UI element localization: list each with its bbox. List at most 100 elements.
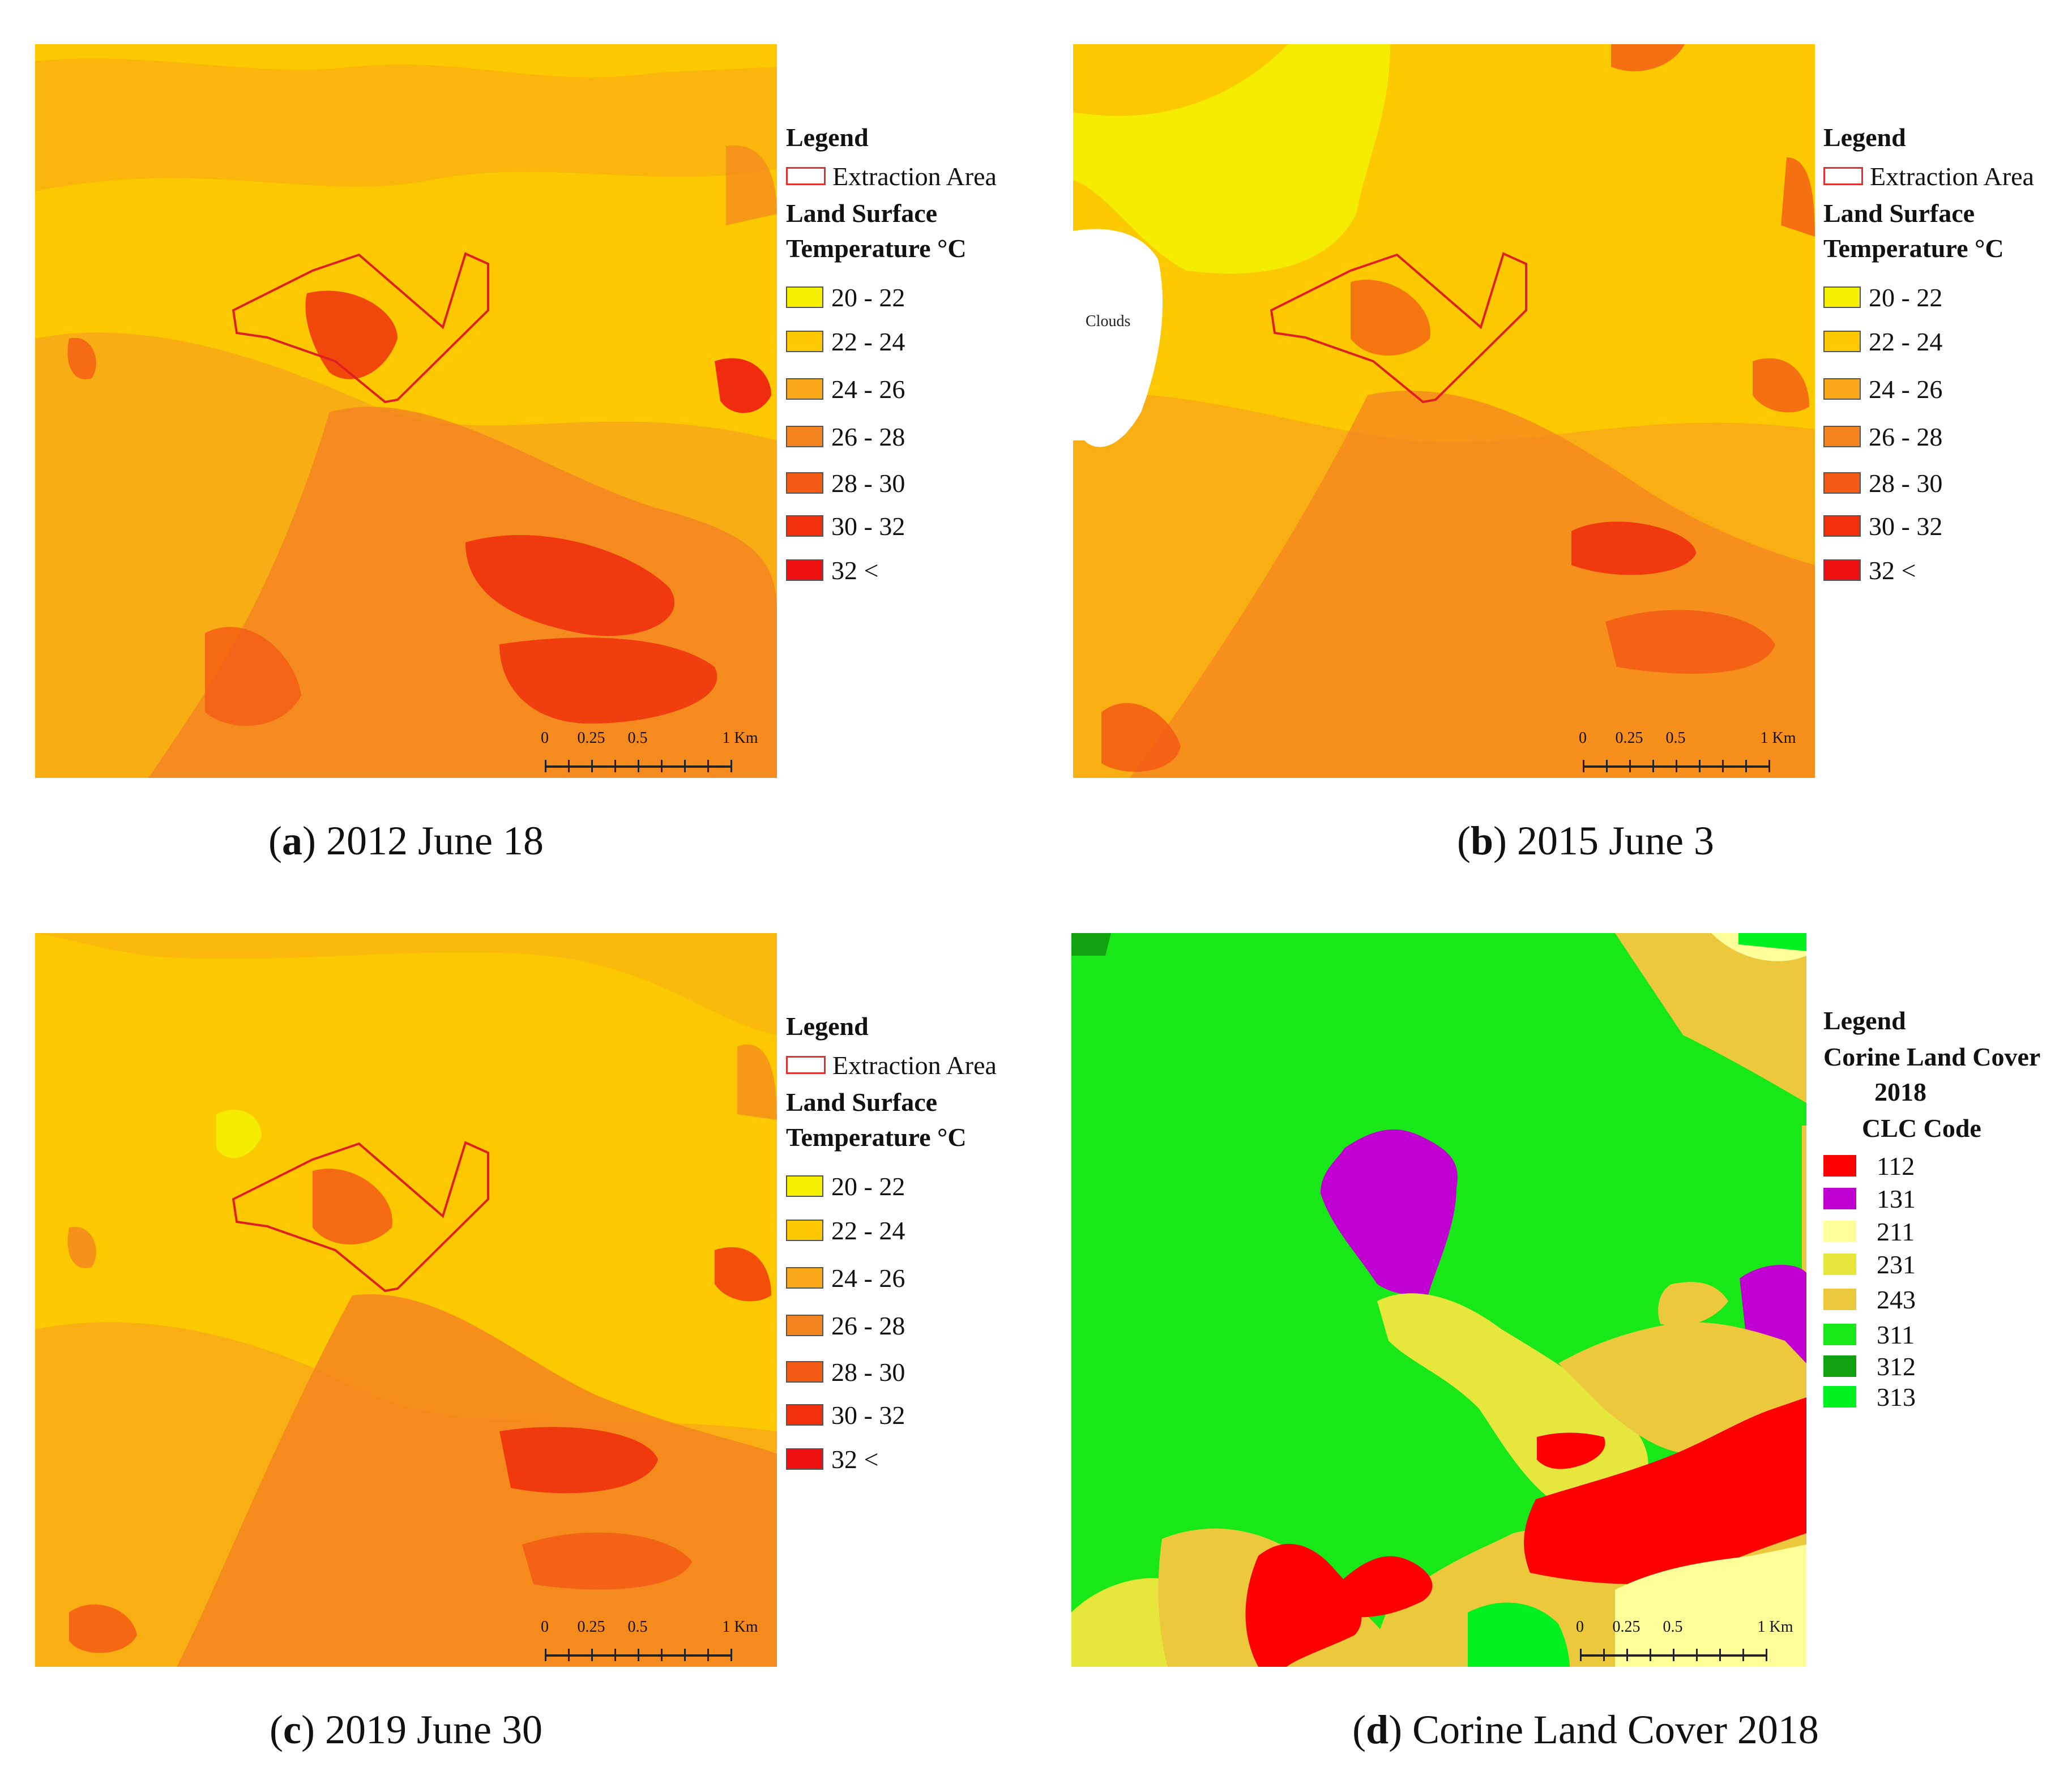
legend-swatch: [786, 426, 823, 447]
scale-tick-label: 0.25: [1615, 729, 1643, 747]
legend-class: 112: [1823, 1151, 1915, 1180]
scale-tick-label: 0: [541, 729, 549, 747]
legend-class: 22 - 24: [786, 327, 905, 356]
legend-swatch: [1823, 378, 1861, 400]
legend-extraction-area: Extraction Area: [1823, 161, 2034, 191]
legend-class: 243: [1823, 1285, 1916, 1314]
legend-class: 32 <: [786, 556, 878, 585]
caption-letter: a: [282, 818, 302, 863]
legend-swatch: [786, 1315, 823, 1336]
legend-class-label: 24 - 26: [831, 374, 905, 404]
legend-class-label: 30 - 32: [1869, 511, 1943, 541]
legend-class-label: 243: [1877, 1285, 1916, 1314]
caption-text: Corine Land Cover 2018: [1412, 1707, 1819, 1752]
legend-title: Legend: [786, 1012, 869, 1041]
legend-class-label: 30 - 32: [831, 1400, 905, 1430]
lst-map-2019: 0 0.25 0.5 1 Km: [35, 933, 777, 1667]
legend-class-label: 28 - 30: [831, 1357, 905, 1387]
scale-bar: 0 0.25 0.5 1 Km: [541, 1618, 758, 1667]
legend-swatch: [1823, 286, 1861, 308]
legend-swatch: [1823, 331, 1861, 352]
scale-tick-label: 1 Km: [722, 729, 758, 747]
legend-lst-2015: Legend Extraction Area Land Surface Temp…: [1823, 120, 2061, 596]
legend-class-label: 211: [1877, 1217, 1915, 1246]
legend-subtitle: Temperature °C: [786, 234, 967, 263]
extraction-area-swatch: [786, 1056, 826, 1074]
legend-class: 311: [1823, 1320, 1915, 1349]
lst-map-2012: 0 0.25 0.5 1 Km: [35, 44, 777, 778]
legend-class: 312: [1823, 1352, 1916, 1381]
legend-class-label: 22 - 24: [1869, 327, 1943, 356]
extraction-area-outline: [232, 252, 489, 404]
scale-tick-label: 0.25: [577, 1618, 605, 1636]
panel-caption-a: (a) 2012 June 18: [268, 818, 544, 863]
legend-class-label: 30 - 32: [831, 511, 905, 541]
legend-class: 24 - 26: [786, 1264, 905, 1293]
legend-swatch: [786, 1175, 823, 1197]
extraction-area-outline: [1270, 252, 1527, 404]
legend-class: 24 - 26: [786, 374, 905, 404]
legend-swatch: [1823, 1155, 1856, 1177]
scale-tick-label: 0.5: [627, 1618, 648, 1636]
legend-title: Legend: [1823, 123, 1906, 152]
legend-class: 211: [1823, 1217, 1915, 1246]
legend-class: 30 - 32: [786, 1400, 905, 1430]
legend-class: 22 - 24: [1823, 327, 1943, 356]
legend-subtitle: Land Surface: [786, 1088, 938, 1116]
legend-class: 26 - 28: [786, 422, 905, 451]
legend-class-label: 20 - 22: [831, 283, 905, 312]
legend-subtitle: Land Surface: [786, 199, 938, 228]
legend-title: Legend: [786, 123, 869, 152]
legend-class: 32 <: [786, 1445, 878, 1474]
lst-raster-2012: [35, 44, 777, 778]
caption-letter: c: [283, 1707, 301, 1752]
legend-swatch: [786, 286, 823, 308]
panel-caption-d: (d) Corine Land Cover 2018: [1352, 1707, 1819, 1752]
legend-class: 231: [1823, 1250, 1916, 1279]
legend-class: 20 - 22: [786, 1172, 905, 1201]
legend-class: 26 - 28: [786, 1311, 905, 1340]
caption-letter: b: [1470, 818, 1494, 863]
legend-class: 131: [1823, 1184, 1916, 1213]
legend-swatch: [1823, 472, 1861, 494]
legend-swatch: [786, 515, 823, 537]
legend-swatch: [786, 472, 823, 494]
legend-swatch: [786, 331, 823, 352]
legend-swatch: [786, 559, 823, 581]
scale-tick-label: 0.25: [1612, 1618, 1640, 1636]
scale-bar: 0 0.25 0.5 1 Km: [1579, 729, 1796, 778]
extraction-area-swatch: [1823, 167, 1863, 185]
caption-letter: d: [1366, 1707, 1389, 1752]
legend-class-label: 20 - 22: [1869, 283, 1943, 312]
clouds-label: Clouds: [1086, 313, 1131, 330]
legend-subtitle: Temperature °C: [786, 1123, 967, 1152]
legend-swatch: [1823, 559, 1861, 581]
legend-extraction-label: Extraction Area: [1870, 161, 2034, 191]
legend-swatch: [1823, 426, 1861, 447]
legend-swatch: [1823, 1289, 1856, 1310]
legend-extraction-area: Extraction Area: [786, 1051, 997, 1080]
scale-tick-label: 0.5: [1663, 1618, 1683, 1636]
legend-lst-2012: Legend Extraction Area Land Surface Temp…: [786, 120, 1024, 596]
scale-tick-label: 1 Km: [1757, 1618, 1793, 1636]
legend-lst-2019: Legend Extraction Area Land Surface Temp…: [786, 1009, 1024, 1485]
legend-swatch: [1823, 1324, 1856, 1345]
legend-class-label: 26 - 28: [831, 1311, 905, 1340]
caption-text: 2019 June 30: [324, 1707, 542, 1752]
legend-class-label: 26 - 28: [1869, 422, 1943, 451]
legend-subtitle: CLC Code: [1862, 1114, 1981, 1143]
legend-class-label: 32 <: [1869, 555, 1916, 585]
legend-swatch: [786, 1267, 823, 1289]
legend-class-label: 311: [1877, 1320, 1915, 1349]
scale-tick-label: 0: [1576, 1618, 1584, 1636]
legend-class-label: 24 - 26: [1869, 374, 1943, 404]
legend-class-label: 28 - 30: [1869, 468, 1943, 498]
legend-class-label: 112: [1877, 1151, 1915, 1180]
legend-subtitle: Temperature °C: [1823, 234, 2004, 263]
legend-subtitle: 2018: [1874, 1077, 1926, 1106]
legend-swatch: [1823, 515, 1861, 537]
legend-swatch: [1823, 1386, 1856, 1408]
legend-extraction-label: Extraction Area: [832, 161, 997, 191]
legend-class: 24 - 26: [1823, 374, 1943, 404]
legend-class: 26 - 28: [1823, 422, 1943, 451]
